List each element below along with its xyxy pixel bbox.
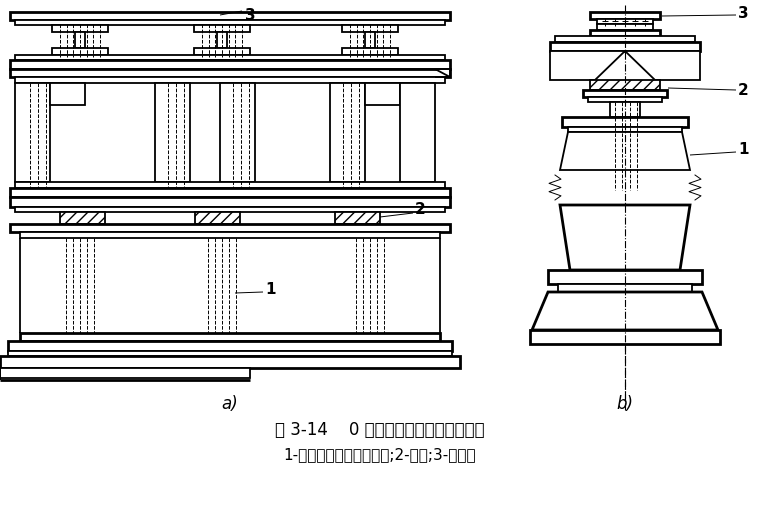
Bar — [10, 197, 450, 207]
Bar — [10, 12, 450, 20]
Bar — [597, 24, 653, 30]
Bar — [568, 127, 682, 132]
Bar — [610, 102, 640, 117]
Bar — [15, 207, 445, 212]
Bar — [335, 212, 380, 224]
Bar — [590, 30, 660, 36]
Bar — [194, 25, 250, 32]
Bar — [75, 32, 85, 48]
Polygon shape — [50, 83, 85, 105]
Text: 1: 1 — [265, 282, 276, 298]
Polygon shape — [330, 83, 365, 182]
Bar — [195, 212, 240, 224]
Text: 1-预埋临时锚固预应力筋;2-支座;3-工字钢: 1-预埋临时锚固预应力筋;2-支座;3-工字钢 — [283, 448, 477, 462]
Bar — [588, 97, 662, 102]
Polygon shape — [560, 132, 690, 170]
Polygon shape — [532, 292, 718, 330]
Bar — [52, 48, 108, 55]
Bar — [15, 182, 445, 188]
Bar — [562, 117, 688, 127]
Text: 3: 3 — [245, 8, 255, 23]
Polygon shape — [560, 205, 690, 270]
Bar — [583, 90, 667, 97]
Polygon shape — [155, 83, 190, 182]
Bar — [550, 42, 700, 51]
Bar — [548, 270, 702, 284]
Polygon shape — [625, 51, 700, 80]
Text: a): a) — [222, 395, 239, 413]
Bar — [10, 224, 450, 232]
Text: 2: 2 — [738, 83, 749, 97]
Bar — [15, 20, 445, 25]
Bar — [558, 284, 692, 292]
Bar — [15, 77, 445, 83]
Bar — [530, 330, 720, 344]
Bar — [8, 341, 452, 351]
Polygon shape — [435, 69, 450, 77]
Bar — [10, 188, 450, 197]
Bar — [590, 80, 660, 90]
Bar — [217, 32, 227, 48]
Text: b): b) — [616, 395, 634, 413]
Bar — [0, 368, 250, 378]
Bar — [20, 232, 440, 238]
Bar — [8, 351, 452, 356]
Text: 2: 2 — [415, 202, 426, 218]
Bar — [15, 55, 445, 60]
Polygon shape — [550, 51, 625, 80]
Bar — [365, 32, 375, 48]
Bar — [60, 212, 105, 224]
Bar — [0, 356, 460, 368]
Polygon shape — [400, 83, 435, 182]
Bar — [342, 48, 398, 55]
Polygon shape — [365, 83, 400, 105]
Bar — [52, 25, 108, 32]
Bar — [555, 36, 695, 42]
Bar — [590, 12, 660, 19]
Bar — [20, 333, 440, 341]
Bar — [342, 25, 398, 32]
Bar — [10, 60, 450, 69]
Bar — [597, 19, 653, 24]
Bar — [194, 48, 250, 55]
Text: 图 3-14    0 号块与桥墩的临时固结措施: 图 3-14 0 号块与桥墩的临时固结措施 — [275, 421, 485, 439]
Polygon shape — [220, 83, 255, 182]
Text: 1: 1 — [738, 142, 749, 158]
Polygon shape — [15, 83, 50, 182]
Text: 3: 3 — [738, 6, 749, 20]
Bar — [10, 69, 450, 77]
